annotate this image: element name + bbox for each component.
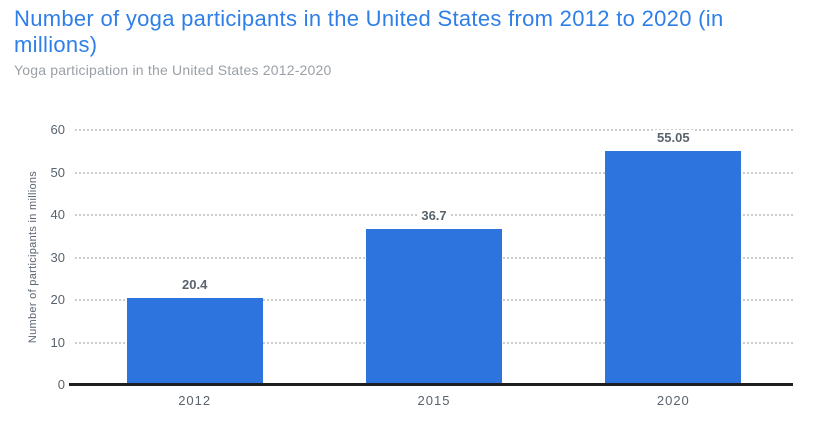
x-tick-label: 2012 bbox=[178, 393, 212, 408]
bar-value-label: 20.4 bbox=[178, 277, 212, 294]
gridline bbox=[75, 129, 793, 131]
bar-value-label: 55.05 bbox=[653, 130, 694, 147]
bar-2012[interactable] bbox=[126, 298, 263, 385]
y-tick-label: 60 bbox=[50, 122, 65, 137]
gridline bbox=[75, 171, 793, 174]
x-baseline bbox=[69, 383, 793, 386]
x-tick-label: 2015 bbox=[417, 393, 451, 408]
bar-value-label: 36.7 bbox=[417, 208, 451, 225]
plot-area: Number of participants in millions 0 10 20… bbox=[27, 122, 793, 408]
bar-2020[interactable] bbox=[605, 151, 742, 385]
y-tick-label: 40 bbox=[50, 207, 65, 222]
y-tick-label: 50 bbox=[50, 164, 65, 180]
y-tick-label: 10 bbox=[50, 334, 65, 350]
x-tick-label: 2020 bbox=[656, 393, 690, 408]
bar-2015[interactable] bbox=[366, 229, 502, 385]
y-tick-label: 0 bbox=[57, 377, 65, 392]
chart-subtitle: Yoga participation in the United States … bbox=[14, 62, 332, 78]
y-tick-label: 30 bbox=[50, 249, 65, 265]
y-tick-label: 20 bbox=[50, 292, 65, 307]
chart-title: Number of yoga participants in the Unite… bbox=[14, 6, 724, 57]
